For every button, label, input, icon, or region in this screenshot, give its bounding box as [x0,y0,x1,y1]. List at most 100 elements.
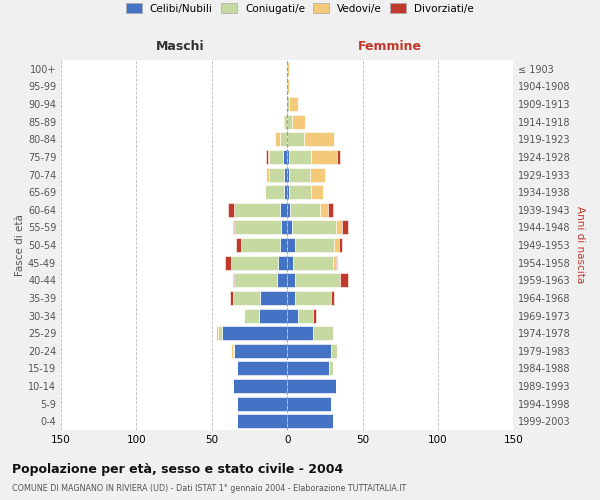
Bar [332,256,335,270]
Bar [280,203,287,217]
Bar [287,132,304,146]
Bar [287,168,289,181]
Bar [310,168,325,181]
Bar [266,168,269,181]
Bar [289,150,311,164]
Bar [260,291,287,305]
Bar [241,238,280,252]
Bar [287,291,295,305]
Bar [311,150,337,164]
Bar [287,238,295,252]
Bar [338,238,341,252]
Bar [275,132,280,146]
Bar [311,185,323,199]
Bar [238,414,287,428]
Bar [289,97,298,111]
Bar [287,274,295,287]
Bar [233,220,235,234]
Bar [230,291,233,305]
Bar [289,168,310,181]
Bar [340,274,347,287]
Bar [233,344,235,358]
Bar [287,185,289,199]
Bar [287,362,329,376]
Bar [218,326,223,340]
Bar [238,396,287,411]
Bar [331,344,337,358]
Bar [335,220,341,234]
Bar [290,203,320,217]
Bar [287,379,335,393]
Bar [233,274,235,287]
Bar [320,203,328,217]
Bar [283,150,287,164]
Bar [287,150,289,164]
Bar [287,80,289,94]
Bar [328,203,332,217]
Bar [313,326,332,340]
Bar [287,114,292,128]
Bar [284,168,287,181]
Bar [287,220,292,234]
Bar [235,274,277,287]
Bar [287,97,289,111]
Bar [259,308,287,322]
Bar [335,256,337,270]
Bar [284,185,287,199]
Y-axis label: Anni di nascita: Anni di nascita [575,206,585,284]
Bar [235,220,281,234]
Bar [281,220,287,234]
Bar [295,291,331,305]
Bar [265,185,284,199]
Bar [329,362,332,376]
Bar [287,203,290,217]
Bar [280,132,287,146]
Text: COMUNE DI MAGNANO IN RIVIERA (UD) - Dati ISTAT 1° gennaio 2004 - Elaborazione TU: COMUNE DI MAGNANO IN RIVIERA (UD) - Dati… [12,484,406,493]
Bar [286,97,287,111]
Bar [295,238,334,252]
Bar [244,308,259,322]
Bar [283,114,284,128]
Y-axis label: Fasce di età: Fasce di età [15,214,25,276]
Bar [284,114,287,128]
Bar [289,185,311,199]
Bar [313,308,316,322]
Bar [287,396,331,411]
Text: Popolazione per età, sesso e stato civile - 2004: Popolazione per età, sesso e stato civil… [12,462,343,475]
Bar [223,326,287,340]
Bar [293,256,332,270]
Bar [287,414,332,428]
Text: Maschi: Maschi [155,40,205,52]
Bar [292,220,335,234]
Bar [287,326,313,340]
Bar [232,344,233,358]
Bar [287,344,331,358]
Bar [292,114,305,128]
Bar [229,203,235,217]
Bar [295,274,340,287]
Bar [268,150,269,164]
Bar [331,291,334,305]
Bar [226,256,232,270]
Bar [280,238,287,252]
Bar [269,150,283,164]
Bar [235,344,287,358]
Bar [232,256,278,270]
Bar [233,379,287,393]
Bar [238,362,287,376]
Bar [236,238,241,252]
Bar [278,256,287,270]
Bar [233,291,260,305]
Bar [217,326,218,340]
Bar [304,132,334,146]
Bar [266,150,268,164]
Bar [287,308,298,322]
Bar [341,220,347,234]
Bar [298,308,313,322]
Bar [269,168,284,181]
Bar [287,256,293,270]
Bar [337,150,340,164]
Bar [287,62,289,76]
Legend: Celibi/Nubili, Coniugati/e, Vedovi/e, Divorziati/e: Celibi/Nubili, Coniugati/e, Vedovi/e, Di… [123,0,477,16]
Text: Femmine: Femmine [358,40,422,52]
